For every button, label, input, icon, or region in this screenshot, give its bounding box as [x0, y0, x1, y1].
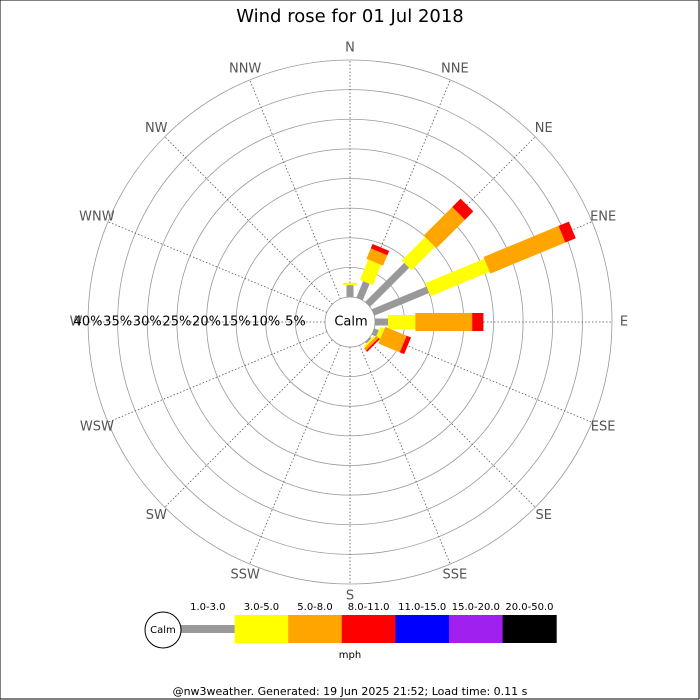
ring-label: 25% — [162, 315, 191, 330]
direction-label: SE — [536, 508, 552, 523]
wind-bar — [365, 337, 380, 352]
wind-bar — [472, 313, 484, 331]
direction-label: N — [345, 41, 355, 56]
legend-label: 3.0-5.0 — [244, 602, 279, 613]
wind-bar — [425, 258, 490, 297]
wind-bar — [365, 337, 372, 344]
direction-label: NNE — [441, 61, 469, 76]
direction-label: SSW — [230, 568, 260, 583]
footer: @nw3weather. Generated: 19 Jun 2025 21:5… — [173, 685, 528, 698]
spoke — [249, 344, 341, 565]
direction-label: ESE — [591, 419, 616, 434]
wind-bar — [359, 259, 382, 286]
calm-label: Calm — [334, 315, 367, 330]
legend-label: 11.0-15.0 — [398, 602, 446, 613]
direction-label: E — [620, 315, 628, 330]
ring-label: 10% — [251, 315, 280, 330]
legend-swatch — [181, 625, 236, 633]
wind-bar — [343, 282, 357, 286]
direction-label: WSW — [80, 419, 114, 434]
spoke — [107, 331, 328, 423]
wind-bar — [558, 221, 576, 243]
spoke — [249, 79, 341, 300]
direction-label: SW — [146, 508, 167, 523]
grid-ring — [206, 178, 494, 466]
ring-label: 20% — [192, 315, 221, 330]
wind-bar — [399, 335, 412, 355]
ring-label: 35% — [103, 315, 132, 330]
direction-label: W — [70, 315, 83, 330]
direction-label: NNW — [229, 61, 261, 76]
legend-swatch — [502, 615, 557, 643]
direction-label: NW — [145, 121, 168, 136]
wind-bar — [371, 286, 430, 316]
ring-label: 5% — [285, 315, 306, 330]
ring-label: 40% — [74, 315, 103, 330]
legend-calm-label: Calm — [150, 625, 176, 636]
wind-bar — [483, 225, 566, 274]
wind-bar — [366, 248, 388, 266]
wind-bar — [401, 236, 436, 271]
wind-bar — [363, 335, 376, 348]
wind-bar — [370, 244, 390, 256]
wind-bar — [378, 326, 407, 353]
chart-title: Wind rose for 01 Jul 2018 — [236, 6, 464, 27]
grid-ring — [146, 118, 554, 526]
wind-bar — [365, 262, 410, 307]
legend-label: 20.0-50.0 — [505, 602, 553, 613]
wind-bar — [415, 313, 473, 331]
wind-bar — [452, 198, 474, 220]
legend-calm-circle — [144, 611, 182, 649]
calm-circle — [324, 296, 376, 348]
legend-swatch — [288, 615, 343, 643]
ring-label: 30% — [133, 315, 162, 330]
spoke — [107, 221, 328, 313]
direction-label: S — [346, 589, 354, 604]
legend-swatch — [234, 615, 289, 643]
direction-label: SSE — [442, 568, 467, 583]
legend-swatch — [449, 615, 504, 643]
direction-label: WNW — [79, 210, 115, 225]
spoke — [367, 339, 536, 508]
legend-label: 1.0-3.0 — [190, 602, 225, 613]
spoke — [359, 344, 451, 565]
wind-bar — [363, 335, 379, 351]
wind-bar — [423, 207, 465, 249]
ring-label: 15% — [222, 315, 251, 330]
legend-swatch — [395, 615, 450, 643]
direction-label: NE — [535, 121, 553, 136]
wind-bar — [388, 315, 416, 329]
grid-ring — [87, 59, 613, 585]
wind-bar — [356, 281, 370, 301]
wind-bar — [375, 318, 389, 326]
legend-label: 8.0-11.0 — [348, 602, 390, 613]
wind-bar — [346, 285, 354, 297]
spoke — [164, 136, 333, 305]
spoke — [372, 331, 593, 423]
direction-label: ENE — [590, 210, 616, 225]
wind-bar — [371, 328, 379, 337]
legend-label: 15.0-20.0 — [452, 602, 500, 613]
legend-swatch — [341, 615, 396, 643]
spoke — [164, 339, 333, 508]
legend-label: 5.0-8.0 — [297, 602, 332, 613]
legend-title: mph — [339, 650, 361, 661]
